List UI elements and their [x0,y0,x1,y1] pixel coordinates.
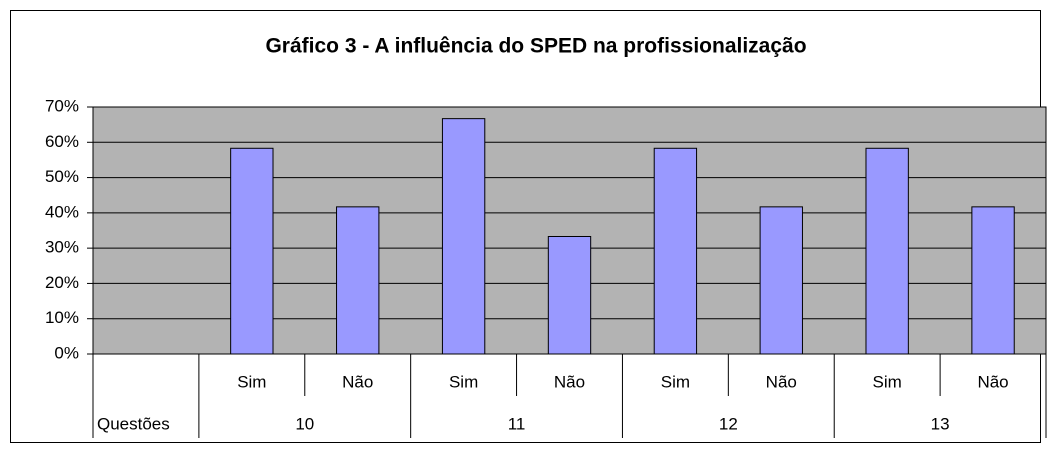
x-tick-label: Não [554,372,585,391]
x-tick-label: Sim [873,372,902,391]
chart-title: Gráfico 3 - A influência do SPED na prof… [265,35,806,58]
group-label: 11 [508,414,526,433]
group-axis-label: Questões [97,414,170,433]
x-tick-label: Sim [237,372,266,391]
y-tick-label: 40% [45,202,79,221]
x-tick-label: Não [342,372,373,391]
x-tick-label: Não [977,372,1008,391]
y-tick-label: 70% [45,96,79,115]
y-tick-label: 60% [45,132,79,151]
bar [653,147,698,355]
group-label: 12 [719,414,738,433]
bar [441,118,486,355]
plot-border [92,106,1047,355]
bar [336,206,380,355]
bar [971,206,1015,355]
x-tick-label: Não [766,372,797,391]
bar [230,147,274,355]
x-tick-label: Sim [661,372,690,391]
y-tick-label: 50% [45,167,79,186]
y-tick-label: 0% [54,343,79,362]
y-tick-label: 10% [45,308,79,327]
bar [547,235,592,355]
group-label: 13 [931,414,950,433]
bar [865,147,909,355]
x-tick-label: Sim [449,372,478,391]
y-tick-label: 20% [45,273,79,292]
y-tick-label: 30% [45,238,79,257]
group-label: 10 [295,414,314,433]
bar [759,206,803,355]
